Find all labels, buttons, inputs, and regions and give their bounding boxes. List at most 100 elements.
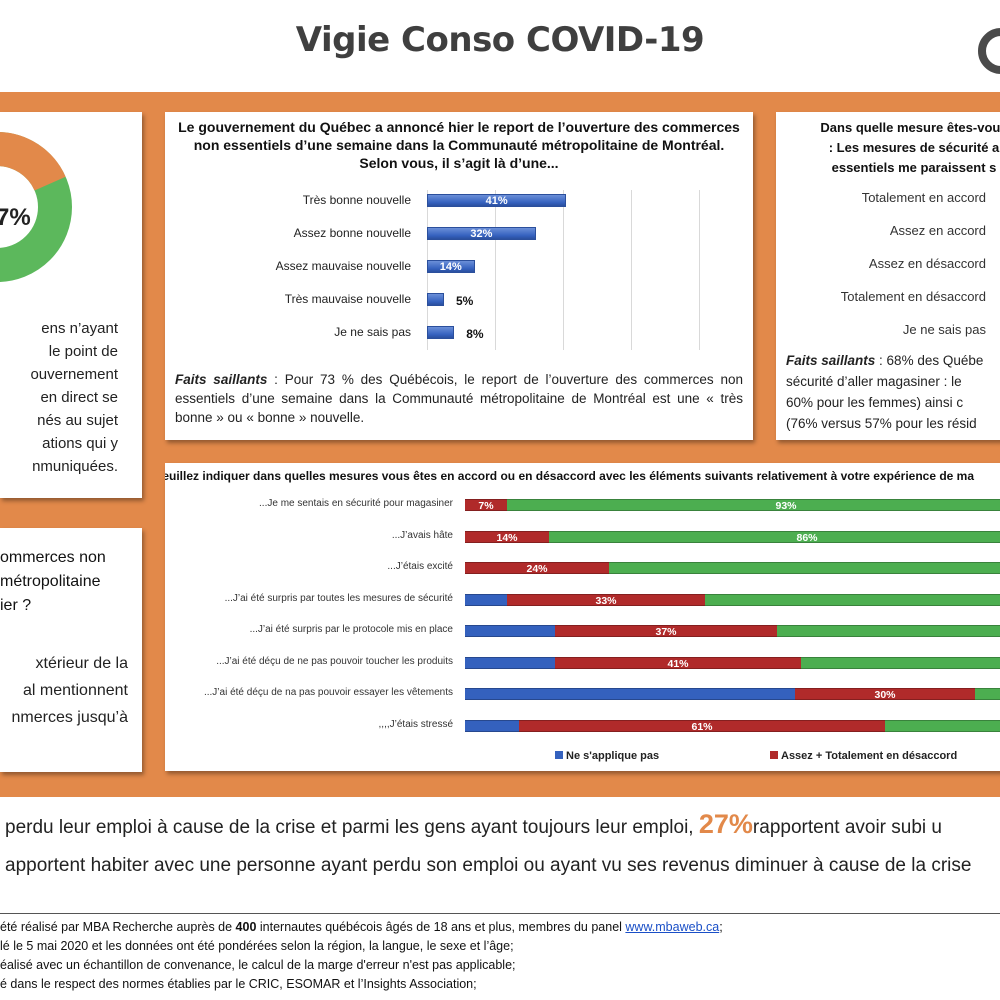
- stacked-value-label: 14%: [496, 531, 518, 544]
- highlight-text: : 68% des Québe: [875, 353, 984, 368]
- text-line: nmerces jusqu’à: [11, 709, 129, 726]
- report-highlight: Faits saillants : Pour 73 % des Québécoi…: [175, 370, 743, 427]
- footnotes: été réalisé par MBA Recherche auprès de …: [0, 918, 1000, 994]
- security-question-card: Dans quelle mesure êtes-vous : Les mesur…: [776, 112, 1000, 440]
- stacked-value-label: 61%: [691, 720, 713, 733]
- question-line: essentiels me paraissent s: [831, 160, 997, 175]
- donut-value: 7%: [0, 204, 31, 231]
- left-question: ommerces non métropolitaine ier ?: [0, 546, 140, 618]
- bar: [427, 194, 567, 207]
- highlight-label: Faits saillants: [786, 353, 876, 368]
- highlight-text: : Pour 73 % des Québécois, le report de …: [175, 372, 743, 425]
- bar-category-label: Je ne sais pas: [334, 325, 411, 339]
- stacked-category-label: ,,,,J’étais stressé: [378, 718, 453, 730]
- stats-banner: perdu leur emploi à cause de la crise et…: [0, 797, 1000, 895]
- question-line: ier ?: [0, 597, 32, 614]
- stacked-segment: [975, 688, 1000, 700]
- security-option: Je ne sais pas: [902, 322, 986, 337]
- left-answer-text: xtérieur de la al mentionnent nmerces ju…: [0, 650, 129, 731]
- bar-value-label: 41%: [485, 195, 508, 207]
- logo-icon: [978, 28, 1000, 74]
- security-option: Assez en accord: [889, 223, 986, 238]
- stacked-segment: [465, 625, 555, 637]
- stats-text: rapportent avoir subi u: [752, 817, 942, 838]
- bar: [427, 227, 536, 240]
- legend-item: Ne s'applique pas: [555, 750, 659, 762]
- stacked-segment: [555, 656, 801, 669]
- stacked-segment: [465, 530, 549, 543]
- footnote-line: lé le 5 mai 2020 et les données ont été …: [0, 939, 514, 953]
- donut-card: 7% ens n’ayant le point de ouvernement e…: [0, 112, 142, 498]
- question-line: métropolitaine: [0, 573, 101, 590]
- stacked-category-label: ...J’ai été surpris par toutes les mesur…: [224, 592, 453, 604]
- stats-line-1: perdu leur emploi à cause de la crise et…: [5, 809, 942, 840]
- page-title: Vigie Conso COVID-19: [295, 20, 705, 60]
- footnote-line: é dans le respect des normes établies pa…: [0, 977, 477, 991]
- question-line: Dans quelle mesure êtes-vous: [820, 120, 1000, 135]
- stacked-category-label: ...J’avais hâte: [391, 529, 453, 541]
- highlight-text: sécurité d’aller magasiner : le: [786, 374, 962, 389]
- question-line: : Les mesures de sécurité a: [828, 140, 1000, 155]
- gridline: [631, 190, 632, 350]
- donut-green-segment: [0, 132, 72, 282]
- stacked-value-label: 33%: [595, 594, 617, 607]
- experience-question: Veuillez indiquer dans quelles mesures v…: [165, 469, 975, 483]
- text-line: nés au sujet: [37, 412, 118, 429]
- stacked-value-label: 37%: [655, 626, 677, 638]
- stacked-segment: [465, 656, 555, 669]
- stacked-segment: [465, 499, 507, 511]
- bar-category-label: Très bonne nouvelle: [302, 193, 411, 207]
- bar-category-label: Assez bonne nouvelle: [293, 226, 411, 240]
- legend-label: Ne s'applique pas: [566, 750, 660, 762]
- stacked-value-label: 30%: [874, 689, 896, 701]
- highlight-text: 60% pour les femmes) ainsi c: [786, 395, 964, 410]
- stacked-segment: [795, 688, 975, 700]
- security-option: Totalement en accord: [861, 190, 986, 205]
- stacked-segment: [555, 625, 777, 637]
- stacked-segment: [507, 593, 705, 606]
- stacked-segment: [465, 562, 609, 574]
- stacked-segment: [885, 719, 1000, 732]
- question-line: ommerces non: [0, 549, 106, 566]
- report-bar-chart: Très bonne nouvelle 41% Assez bonne nouvel…: [165, 190, 753, 350]
- text-line: nmuniquées.: [32, 458, 118, 475]
- text-line: al mentionnent: [23, 682, 128, 699]
- security-option: Totalement en désaccord: [840, 289, 986, 304]
- report-question: Le gouvernement du Québec a annoncé hier…: [178, 119, 740, 171]
- footnote-line: été réalisé par MBA Recherche auprès de …: [0, 920, 723, 934]
- experience-chart-card: Veuillez indiquer dans quelles mesures v…: [165, 463, 1000, 771]
- text-line: ouvernement: [30, 366, 118, 383]
- stats-text: perdu leur emploi à cause de la crise et…: [5, 817, 699, 838]
- donut-chart: [0, 132, 72, 282]
- bar: [427, 326, 455, 339]
- panel-link[interactable]: www.mbaweb.ca: [625, 920, 720, 934]
- stacked-segment: [507, 499, 1000, 511]
- stacked-segment: [609, 562, 1000, 574]
- divider: [0, 913, 1000, 914]
- stacked-category-label: ...J’ai été surpris par le protocole mis…: [249, 624, 453, 635]
- legend-item: Assez + Totalement en désaccord: [770, 750, 957, 762]
- bar-value-label: 5%: [456, 294, 474, 308]
- stacked-value-label: 24%: [526, 563, 548, 575]
- stats-highlight-value: 27%: [698, 809, 753, 839]
- gridline: [699, 190, 700, 350]
- text-line: le point de: [48, 343, 118, 360]
- gridline: [563, 190, 564, 350]
- text-line: xtérieur de la: [35, 655, 129, 672]
- stacked-category-label: ...J’ai été déçu de na pas pouvoir essay…: [203, 687, 453, 698]
- bar: [427, 260, 475, 273]
- left-top-text: ens n’ayant le point de ouvernement en d…: [0, 317, 118, 478]
- bar-value-label: 32%: [470, 228, 493, 240]
- header: Vigie Conso COVID-19: [0, 0, 1000, 92]
- report-question-card: Le gouvernement du Québec a annoncé hier…: [165, 112, 753, 440]
- stacked-segment: [519, 719, 885, 732]
- highlight-label: Faits saillants: [175, 372, 268, 387]
- legend-label: Assez + Totalement en désaccord: [781, 750, 958, 762]
- bar-category-label: Assez mauvaise nouvelle: [275, 259, 411, 273]
- text-line: en direct se: [40, 389, 118, 406]
- security-option: Assez en désaccord: [868, 256, 986, 271]
- text-line: ations qui y: [42, 435, 118, 452]
- text-line: ens n’ayant: [41, 320, 118, 337]
- bar-value-label: 8%: [466, 327, 484, 341]
- stacked-segment: [549, 530, 1000, 543]
